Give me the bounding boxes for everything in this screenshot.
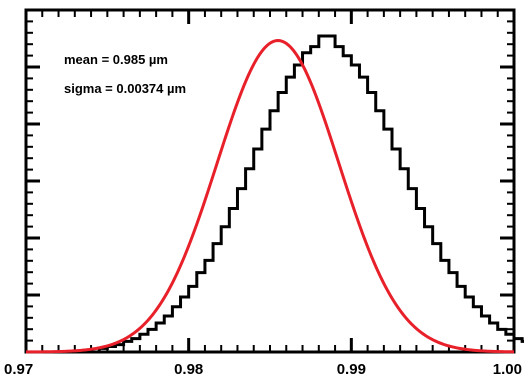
- mean-annotation: mean = 0.985 µm: [64, 52, 168, 67]
- histogram-steps: [97, 34, 524, 352]
- gaussian-fit-curve: [25, 39, 515, 354]
- major-ticks: [24, 10, 516, 352]
- x-tick-label: 1.00: [493, 361, 522, 378]
- sigma-annotation: sigma = 0.00374 µm: [64, 81, 186, 96]
- x-tick-label: 0.98: [174, 361, 203, 378]
- x-tick-labels: 0.97 0.98 0.99 1.00: [4, 361, 522, 378]
- x-tick-label: 0.99: [337, 361, 366, 378]
- x-tick-label: 0.97: [4, 361, 33, 378]
